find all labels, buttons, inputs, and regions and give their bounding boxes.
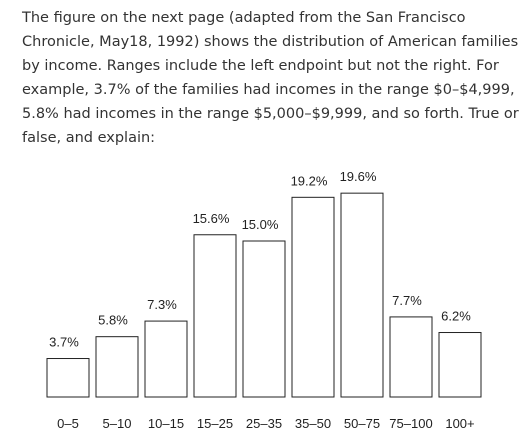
bar: [95, 336, 139, 398]
bar: [144, 320, 188, 398]
paragraph-line: The figure on the next page (adapted fro…: [22, 10, 466, 26]
bar: [291, 196, 335, 398]
paragraph-line: Chronicle, May18, 1992) shows the distri…: [22, 34, 519, 50]
paragraph-line: example, 3.7% of the families had income…: [22, 82, 515, 98]
category-label: 50–75: [344, 416, 380, 431]
category-label: 75–100: [389, 416, 432, 431]
value-label: 15.6%: [193, 211, 230, 226]
value-label: 7.7%: [392, 293, 422, 308]
category-label: 35–50: [295, 416, 331, 431]
paragraph-line: 5.8% had incomes in the range $5,000–$9,…: [22, 106, 519, 122]
bar: [389, 316, 433, 398]
value-label: 19.2%: [291, 173, 328, 188]
value-label: 6.2%: [441, 309, 471, 324]
bar: [193, 234, 237, 398]
bar: [46, 358, 90, 398]
category-label: 0–5: [57, 416, 79, 431]
bar: [340, 192, 384, 398]
paragraph-line: by income. Ranges include the left endpo…: [22, 58, 499, 74]
category-label: 25–35: [246, 416, 282, 431]
paragraph-line: false, and explain:: [22, 130, 156, 146]
value-label: 5.8%: [98, 313, 128, 328]
value-label: 15.0%: [242, 217, 279, 232]
bar: [438, 332, 482, 398]
category-label: 100+: [445, 416, 474, 431]
value-label: 7.3%: [147, 297, 177, 312]
value-label: 3.7%: [49, 335, 79, 350]
value-label: 19.6%: [340, 169, 377, 184]
category-label: 5–10: [103, 416, 132, 431]
category-label: 10–15: [148, 416, 184, 431]
bar: [242, 240, 286, 398]
category-label: 15–25: [197, 416, 233, 431]
